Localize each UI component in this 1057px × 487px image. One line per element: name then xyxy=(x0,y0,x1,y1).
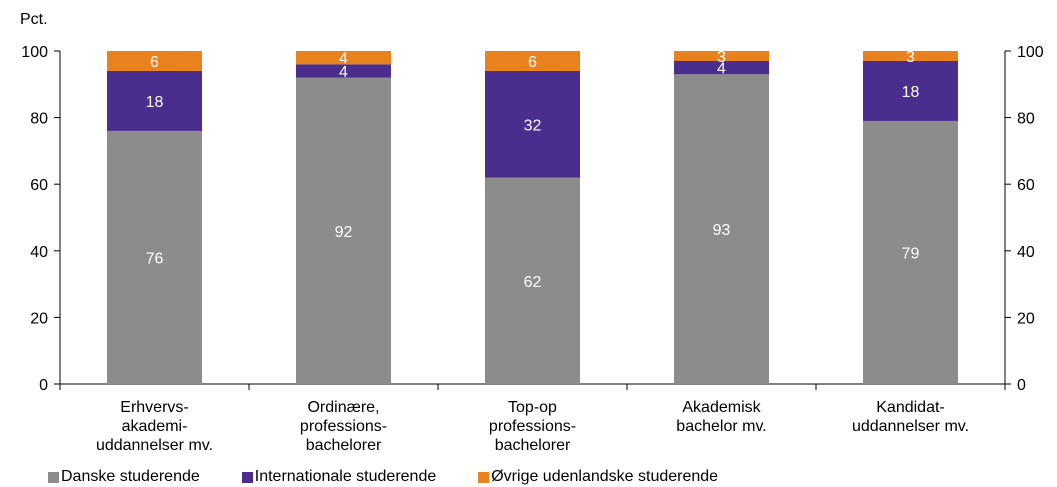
data-label: 18 xyxy=(902,84,920,101)
y-tick-label-right: 0 xyxy=(1017,377,1026,394)
bar-segment xyxy=(485,51,580,71)
category-label: professions- xyxy=(300,418,387,435)
legend-label: Øvrige udenlandske studerende xyxy=(491,468,719,485)
legend-label: Internationale studerende xyxy=(254,468,437,485)
legend-item: Øvrige udenlandske studerende xyxy=(478,468,718,486)
bar-segment xyxy=(485,70,580,178)
y-tick-label-right: 40 xyxy=(1017,244,1035,261)
legend-item: Danske studerende xyxy=(48,468,200,486)
data-label: 3 xyxy=(906,49,915,66)
y-tick-label-left: 20 xyxy=(30,310,48,327)
y-tick-label-left: 80 xyxy=(30,111,48,128)
category-label: Ordinære, xyxy=(307,399,379,416)
legend-swatch xyxy=(241,471,253,483)
legend-label: Danske studerende xyxy=(61,468,200,485)
legend-item: Internationale studerende xyxy=(241,468,437,486)
bar-segment xyxy=(485,177,580,384)
data-label: 92 xyxy=(335,224,353,241)
category-label: bachelorer xyxy=(306,437,382,454)
bar-segment xyxy=(863,120,958,385)
bar-segment xyxy=(107,51,202,71)
category-label: uddannelser mv. xyxy=(96,437,213,454)
bar-segment xyxy=(674,60,769,75)
axes: 0 0 20 20 40 40 60 60 80 80 100 100 xyxy=(21,44,1044,394)
category-label: Top-op xyxy=(508,399,557,416)
bar-segment xyxy=(107,70,202,131)
bar-segment xyxy=(863,51,958,61)
y-tick-label-right: 80 xyxy=(1017,111,1035,128)
bar-segment xyxy=(863,60,958,121)
bar-segment xyxy=(296,77,391,384)
category-label: bachelor mv. xyxy=(676,418,766,435)
data-label: 6 xyxy=(150,54,159,71)
y-tick-label-left: 40 xyxy=(30,244,48,261)
data-label: 4 xyxy=(339,64,348,81)
data-label: 76 xyxy=(146,250,164,267)
y-tick-label-right: 60 xyxy=(1017,177,1035,194)
bar-segment xyxy=(674,74,769,384)
category-label: akademi- xyxy=(122,418,188,435)
bar-segment xyxy=(296,64,391,78)
data-label: 79 xyxy=(902,245,920,262)
legend-swatch xyxy=(48,471,59,483)
y-tick-label-left: 0 xyxy=(39,377,48,394)
data-label: 62 xyxy=(524,274,542,291)
data-label: 6 xyxy=(528,54,537,71)
y-tick-label-left: 60 xyxy=(30,177,48,194)
category-label: bachelorer xyxy=(495,437,571,454)
data-label: 18 xyxy=(146,94,164,111)
bar-segment xyxy=(296,51,391,65)
y-axis-title: Pct. xyxy=(20,11,48,28)
bar-segment xyxy=(674,51,769,61)
category-label: Erhvervs- xyxy=(120,399,188,416)
y-tick-label-right: 100 xyxy=(1017,44,1044,61)
category-label: Akademisk xyxy=(682,399,761,416)
category-label: uddannelser mv. xyxy=(852,418,969,435)
bar-segment xyxy=(107,130,202,384)
category-labels: Erhvervs-akademi-uddannelser mv. Ordinære… xyxy=(96,399,969,454)
legend-swatch xyxy=(478,471,490,483)
data-label: 3 xyxy=(717,49,726,66)
y-tick-label-left: 100 xyxy=(21,44,48,61)
y-tick-label-right: 20 xyxy=(1017,310,1035,327)
data-label: 4 xyxy=(717,61,726,78)
category-label: professions- xyxy=(489,418,576,435)
data-label: 93 xyxy=(713,222,731,239)
data-label: 32 xyxy=(524,117,542,134)
category-label: Kandidat- xyxy=(876,399,945,416)
legend: Danske studerende Internationale studeren… xyxy=(48,468,760,486)
data-label: 4 xyxy=(339,51,348,68)
